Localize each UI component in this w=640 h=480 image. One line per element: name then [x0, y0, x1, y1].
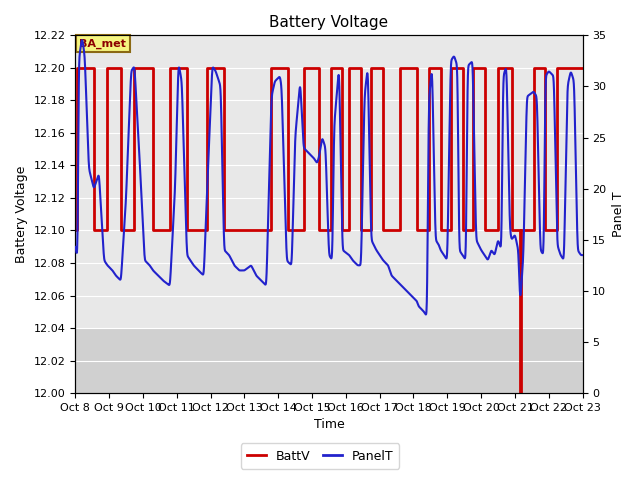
- Y-axis label: Battery Voltage: Battery Voltage: [15, 166, 28, 263]
- X-axis label: Time: Time: [314, 419, 344, 432]
- Text: BA_met: BA_met: [79, 38, 126, 48]
- Legend: BattV, PanelT: BattV, PanelT: [241, 444, 399, 469]
- Bar: [76, 328, 582, 393]
- Y-axis label: Panel T: Panel T: [612, 192, 625, 237]
- Title: Battery Voltage: Battery Voltage: [269, 15, 388, 30]
